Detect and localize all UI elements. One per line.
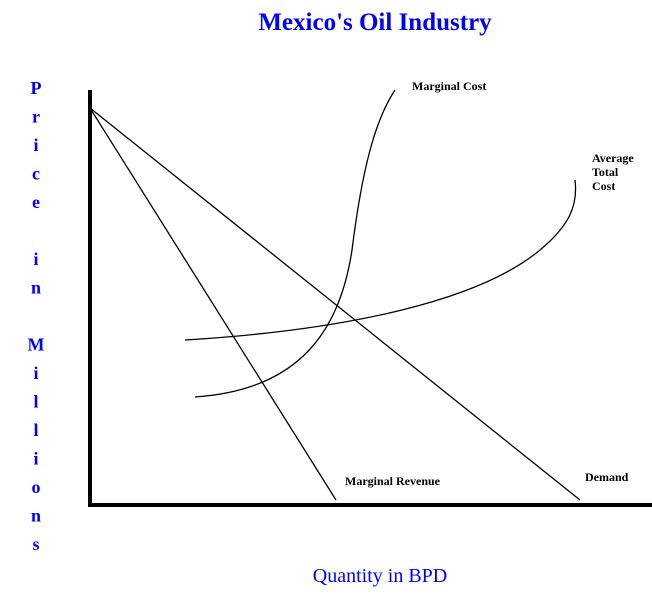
marginal-cost-label: Marginal Cost — [412, 79, 486, 93]
x-axis-label: Quantity in BPD — [313, 565, 447, 587]
title: Mexico's Oil Industry — [258, 9, 492, 36]
atc-label: Total — [592, 165, 619, 179]
marginal-revenue-label: Marginal Revenue — [345, 474, 441, 488]
marginal-revenue-curve — [89, 107, 337, 501]
average-total-cost-curve — [184, 179, 577, 341]
demand-label: Demand — [585, 470, 629, 484]
y-axis-label: Price in Millions — [26, 78, 46, 563]
atc-label: Cost — [592, 179, 615, 193]
atc-label: Average — [592, 151, 634, 165]
marginal-cost-curve — [194, 89, 396, 398]
demand-curve — [89, 107, 581, 501]
